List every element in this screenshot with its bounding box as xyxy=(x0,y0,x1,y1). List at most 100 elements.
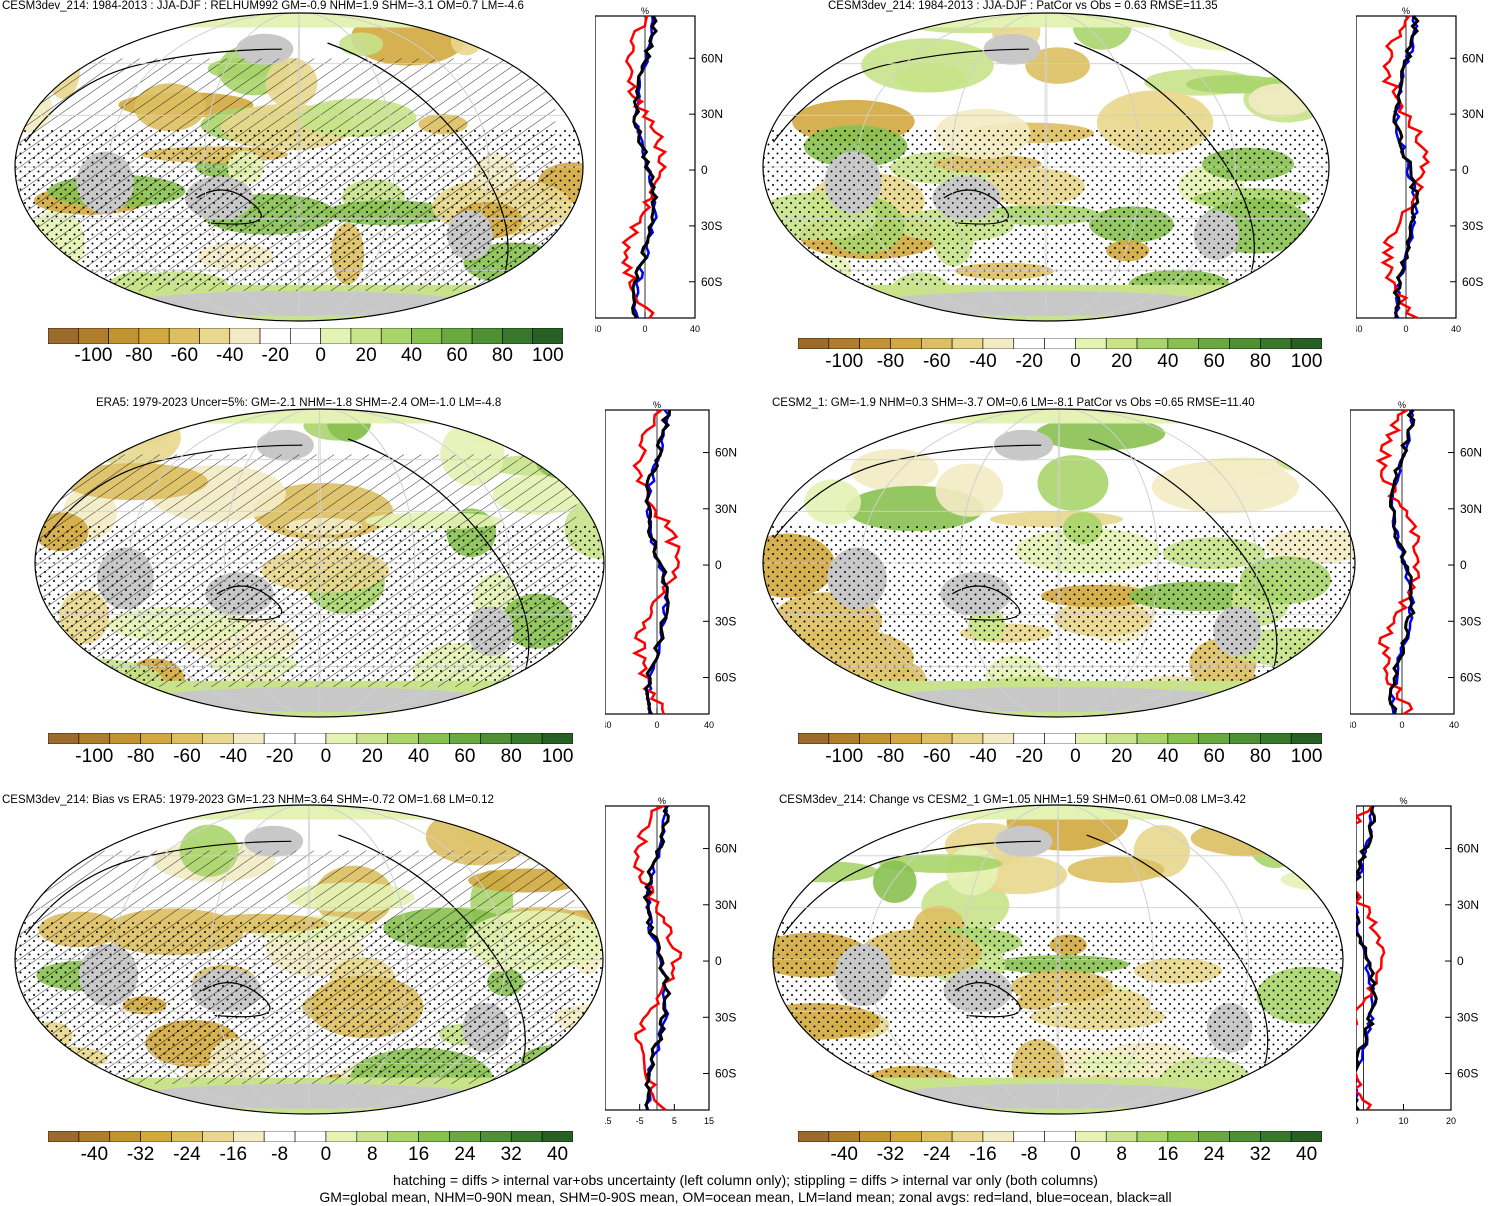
colorbar-swatch xyxy=(263,1131,296,1142)
colorbar-swatch xyxy=(109,1131,141,1142)
colorbar-label: -60 xyxy=(922,746,951,767)
colorbar-swatch xyxy=(356,733,389,744)
latitude-label: 30N xyxy=(715,898,737,912)
all-zonal-line xyxy=(631,15,659,319)
latitude-label: 30S xyxy=(1457,1010,1478,1024)
zonal-x-tick: 5 xyxy=(672,1116,677,1126)
field-region xyxy=(564,409,604,443)
colorbar-label: -20 xyxy=(261,345,289,366)
panel-title: CESM3dev_214: Change vs CESM2_1 GM=1.05 … xyxy=(779,794,1246,806)
colorbar-swatch xyxy=(202,733,234,744)
colorbar-swatch xyxy=(294,1131,327,1142)
field-region xyxy=(1037,455,1109,511)
colorbar xyxy=(48,328,563,344)
colorbar-swatch xyxy=(798,1131,830,1142)
field-region xyxy=(810,280,851,321)
land-zonal-line xyxy=(1356,805,1386,1111)
field-region xyxy=(1035,416,1166,451)
colorbar-label: -80 xyxy=(876,351,905,372)
colorbar-label: 24 xyxy=(1203,1144,1225,1165)
zonal-average-plot: % 60N 30N 0 30S 60S -15 -5 5 15 xyxy=(605,796,737,1126)
zonal-x-tick: -15 xyxy=(605,1116,612,1126)
colorbar-swatch xyxy=(828,733,860,744)
land-zonal-line xyxy=(631,409,681,715)
colorbar-swatch xyxy=(1198,733,1230,744)
colorbar-label: 0 xyxy=(315,345,326,366)
zonal-average-plot: % 60N 30N 0 30S 60S -40 0 40 xyxy=(595,6,723,334)
latitude-label: 30S xyxy=(715,614,736,628)
colorbar-label: -80 xyxy=(126,746,155,767)
latitude-label: 30S xyxy=(701,219,722,233)
colorbar-swatch xyxy=(532,328,563,344)
colorbar-label: 100 xyxy=(1290,746,1323,767)
field-region xyxy=(1168,14,1290,51)
field-region xyxy=(535,676,604,715)
field-region xyxy=(774,282,805,321)
unit-label: % xyxy=(1399,796,1407,806)
colorbar-label: 20 xyxy=(1111,746,1133,767)
colorbar-label: 40 xyxy=(1157,351,1179,372)
colorbar-label: 20 xyxy=(355,345,377,366)
colorbar-swatch xyxy=(138,328,170,344)
unit-label: % xyxy=(641,6,649,16)
field-region xyxy=(525,425,604,444)
field-region xyxy=(850,448,939,492)
zonal-x-tick: 0 xyxy=(654,720,659,730)
colorbar-swatch xyxy=(471,328,503,344)
colorbar-swatch xyxy=(982,338,1015,349)
colorbar-swatch xyxy=(259,328,291,344)
colorbar-label: -32 xyxy=(126,1144,155,1165)
zonal-x-tick: -40 xyxy=(1350,720,1357,730)
colorbar-label: -40 xyxy=(830,1144,858,1165)
colorbar-label: -60 xyxy=(173,746,201,767)
colorbar-swatch xyxy=(1136,1131,1169,1142)
colorbar-swatch xyxy=(1290,338,1322,349)
colorbar-swatch xyxy=(1167,338,1200,349)
latitude-label: 30S xyxy=(715,1010,736,1024)
field-region xyxy=(1232,805,1276,828)
colorbar-swatch xyxy=(320,328,352,344)
colorbar-swatch xyxy=(859,733,891,744)
land-zonal-line xyxy=(1375,408,1421,716)
colorbar-label: -60 xyxy=(922,351,951,372)
all-zonal-line xyxy=(642,805,672,1111)
colorbar-swatch xyxy=(171,733,203,744)
colorbar-label: -100 xyxy=(75,746,114,767)
colorbar-swatch xyxy=(77,328,109,344)
colorbar-swatch xyxy=(510,1131,543,1142)
latitude-label: 0 xyxy=(701,163,708,177)
colorbar-label: -20 xyxy=(265,746,294,767)
colorbar-swatch xyxy=(140,733,172,744)
latitude-label: 30N xyxy=(1457,898,1479,912)
colorbar-label: -16 xyxy=(969,1144,997,1165)
colorbar-label: -32 xyxy=(876,1144,905,1165)
latitude-label: 60N xyxy=(1457,842,1479,856)
colorbar-swatch xyxy=(1260,1131,1292,1142)
robinson-map xyxy=(14,12,584,322)
colorbar-swatch xyxy=(202,1131,234,1142)
colorbar-swatch xyxy=(982,1131,1015,1142)
field-region xyxy=(1151,460,1299,514)
latitude-label: 0 xyxy=(1462,163,1469,177)
zonal-x-tick: 15 xyxy=(704,1116,714,1126)
zonal-x-tick: -40 xyxy=(605,720,612,730)
latitude-label: 30N xyxy=(1462,107,1484,121)
colorbar-swatch xyxy=(1136,338,1169,349)
colorbar-swatch xyxy=(480,733,512,744)
colorbar-label: 100 xyxy=(1290,351,1323,372)
colorbar-label: 8 xyxy=(1116,1144,1127,1165)
colorbar-label: 40 xyxy=(546,1144,569,1165)
field-region xyxy=(764,409,796,435)
zonal-average-plot: % 60N 30N 0 30S 60S -40 0 40 xyxy=(605,400,737,730)
colorbar-label: 0 xyxy=(1070,746,1081,767)
footer-line-1: hatching = diffs > internal var+obs unce… xyxy=(393,1172,1098,1188)
colorbar-label: -24 xyxy=(922,1144,951,1165)
latitude-label: 30N xyxy=(715,502,737,516)
colorbar-label: 20 xyxy=(361,746,383,767)
colorbar-swatch xyxy=(48,328,79,344)
colorbar-label: 32 xyxy=(1249,1144,1271,1165)
colorbar-swatch xyxy=(411,328,443,344)
colorbar-swatch xyxy=(951,1131,984,1142)
colorbar-label: 0 xyxy=(1070,351,1081,372)
latitude-label: 60S xyxy=(1460,671,1481,685)
